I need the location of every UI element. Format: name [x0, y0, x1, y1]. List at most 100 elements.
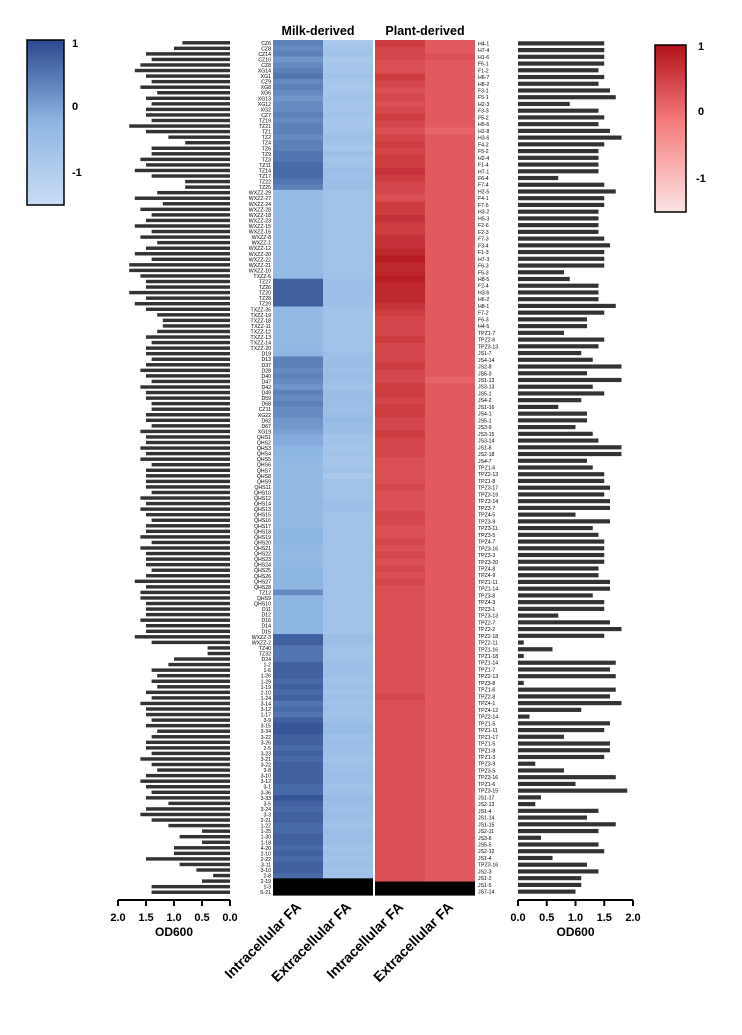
milk-intracellular-cell [273, 284, 323, 291]
plant-od600-bar [518, 189, 616, 194]
plant-strain-label: H7-3 [478, 257, 489, 263]
milk-strain-label: TZ40 [259, 646, 271, 652]
plant-strain-label: H2-4 [478, 156, 489, 162]
milk-extracellular-cell [323, 128, 373, 135]
plant-intracellular-cell [375, 477, 425, 485]
milk-extracellular-cell [323, 134, 373, 141]
milk-extracellular-cell [323, 667, 373, 674]
milk-extracellular-cell [323, 828, 373, 835]
milk-extracellular-cell [323, 556, 373, 563]
milk-od600-bar [146, 624, 230, 628]
milk-intracellular-cell [273, 51, 323, 58]
plant-strain-label: TPZ3-16 [478, 863, 498, 869]
milk-intracellular-cell [273, 267, 323, 274]
plant-extracellular-cell [425, 241, 475, 250]
plant-strain-label: JS1-16 [478, 405, 495, 411]
milk-strain-label: D40 [261, 374, 271, 380]
plant-intracellular-cell [375, 356, 425, 364]
plant-extracellular-cell [425, 316, 475, 324]
milk-od600-bar [151, 568, 230, 572]
milk-od600-bar [146, 529, 230, 534]
milk-extracellular-cell [323, 45, 373, 52]
milk-strain-label: TZ22 [259, 180, 271, 186]
plant-intracellular-cell [375, 888, 425, 896]
plant-strain-label: TPZ1-3 [478, 755, 495, 761]
milk-strain-label: WXZZ-20 [249, 252, 271, 258]
milk-strain-label: QHS4 [257, 452, 271, 458]
plant-intracellular-cell [375, 800, 425, 809]
plant-od600-bar [518, 579, 610, 585]
plant-intracellular-cell [375, 437, 425, 445]
plant-extracellular-cell [425, 780, 475, 788]
milk-strain-label: QHS27 [254, 579, 271, 585]
plant-extracellular-cell [425, 396, 475, 405]
plant-extracellular-cell [425, 666, 475, 674]
milk-strain-label: D62 [261, 418, 271, 424]
plant-strain-label: TPZ1-11 [478, 728, 498, 734]
milk-extracellular-cell [323, 450, 373, 457]
milk-strain-label: 3-8 [264, 768, 272, 774]
left-axis-tick-label: 1.0 [166, 912, 181, 924]
milk-intracellular-cell [273, 545, 323, 552]
plant-strain-label: TPZ3-13 [478, 344, 498, 350]
milk-strain-label: TZ17 [259, 174, 271, 180]
plant-od600-bar [518, 835, 541, 840]
milk-strain-label: QHS20 [254, 540, 271, 546]
milk-extracellular-cell [323, 539, 373, 546]
plant-strain-label: JS1-2 [478, 876, 492, 882]
milk-od600-bar [146, 585, 230, 589]
milk-extracellular-cell [323, 328, 373, 335]
milk-extracellular-cell [323, 750, 373, 757]
milk-intracellular-cell [273, 733, 323, 741]
plant-extracellular-cell [425, 194, 475, 203]
milk-intracellular-cell [273, 145, 323, 152]
plant-od600-bar [518, 223, 599, 228]
plant-strain-label: TPZ1-14 [478, 587, 498, 593]
milk-intracellular-cell [273, 572, 323, 580]
plant-intracellular-cell [375, 201, 425, 209]
plant-extracellular-cell [425, 443, 475, 452]
milk-strain-label: 3-5 [264, 801, 272, 807]
milk-strain-label: XG8 [261, 85, 271, 91]
plant-intracellular-cell [375, 740, 425, 748]
milk-legend-tick-mid: 0 [72, 101, 78, 113]
milk-intracellular-cell [273, 201, 323, 208]
plant-intracellular-cell [375, 659, 425, 667]
milk-od600-bar [146, 501, 230, 506]
plant-extracellular-cell [425, 592, 475, 600]
plant-intracellular-cell [375, 585, 425, 593]
plant-intracellular-cell [375, 551, 425, 559]
milk-intracellular-cell [273, 578, 323, 585]
plant-strain-label: TPZ4-9 [478, 573, 495, 579]
plant-extracellular-cell [425, 140, 475, 149]
plant-extracellular-cell [425, 645, 475, 654]
milk-intracellular-cell [273, 517, 323, 524]
milk-intracellular-cell [273, 178, 323, 185]
plant-strain-label: JS5-5 [478, 843, 492, 849]
milk-intracellular-cell [273, 134, 323, 141]
plant-extracellular-cell [425, 571, 475, 580]
milk-intracellular-cell [273, 67, 323, 74]
milk-legend-tick-low: -1 [72, 167, 82, 179]
milk-extracellular-cell [323, 145, 373, 152]
milk-od600-bar [151, 463, 230, 467]
milk-intracellular-cell [273, 556, 323, 563]
milk-strain-label: 1-6 [264, 668, 272, 674]
milk-od600-bar [213, 873, 230, 878]
milk-od600-bar [157, 313, 230, 317]
milk-intracellular-cell [273, 206, 323, 213]
milk-intracellular-cell [273, 56, 323, 63]
plant-strain-label: JS1-8 [478, 445, 492, 451]
milk-od600-bar [146, 746, 230, 750]
plant-extracellular-cell [425, 369, 475, 378]
plant-intracellular-cell [375, 511, 425, 519]
milk-extracellular-cell [323, 806, 373, 813]
milk-extracellular-cell [323, 628, 373, 635]
plant-od600-bar [518, 149, 599, 154]
milk-strain-label: D68 [261, 402, 271, 408]
milk-extracellular-cell [323, 51, 373, 58]
milk-strain-label: TZ26 [259, 285, 271, 291]
milk-od600-bar [151, 735, 230, 739]
plant-strain-label: TPZ1-7 [478, 667, 495, 673]
milk-od600-bar [140, 207, 230, 212]
